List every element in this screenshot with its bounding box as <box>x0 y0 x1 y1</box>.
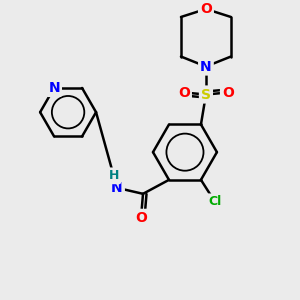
Text: Cl: Cl <box>208 195 222 208</box>
Text: N: N <box>200 59 212 74</box>
Text: O: O <box>178 85 190 100</box>
Text: N: N <box>48 81 60 95</box>
Text: O: O <box>135 211 147 225</box>
Text: H: H <box>109 169 119 182</box>
Text: N: N <box>111 181 123 195</box>
Text: O: O <box>200 2 212 16</box>
Text: S: S <box>201 88 211 101</box>
Text: O: O <box>222 85 234 100</box>
